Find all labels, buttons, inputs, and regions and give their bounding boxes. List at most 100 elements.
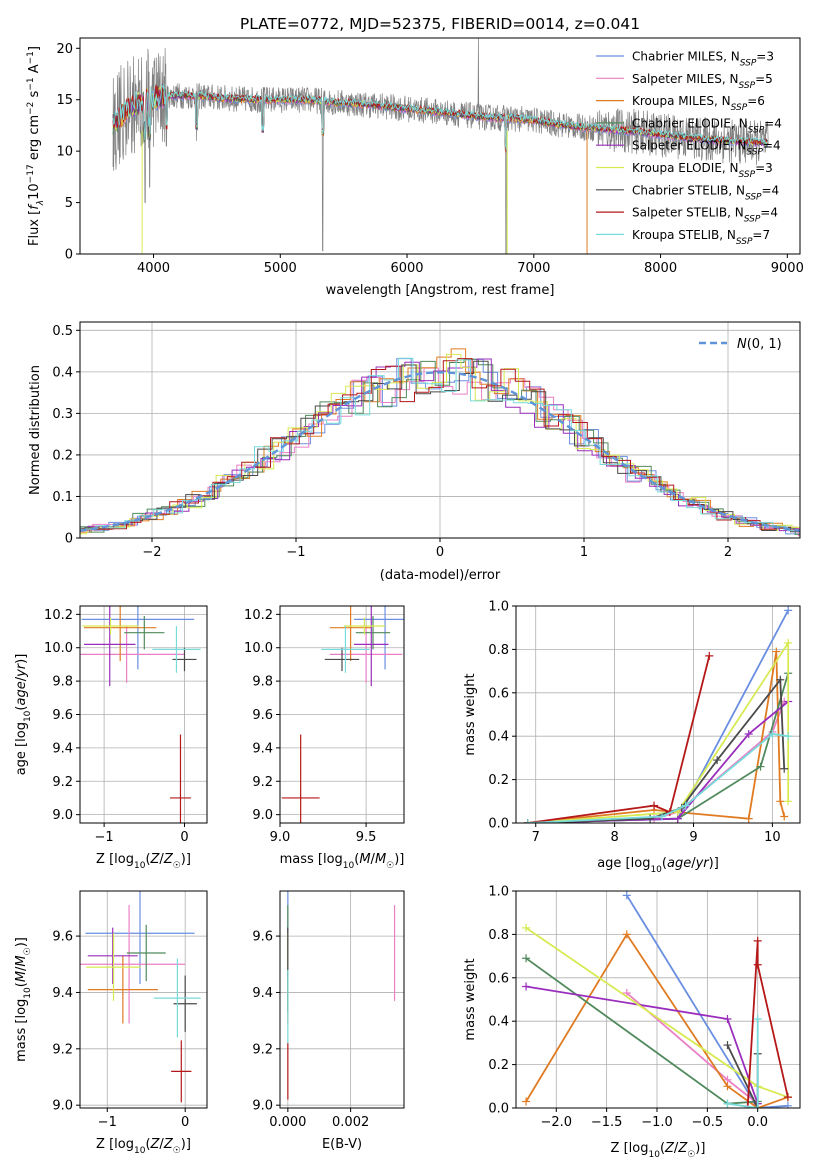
weight-marker-chabrier_elodie xyxy=(522,954,531,963)
spectrum-panel: 4000 5000 6000 7000 8000 9000 0 5 10 15 20 waveleng… xyxy=(26,37,804,298)
plot-area xyxy=(80,348,800,537)
y-tick-label: 9.0 xyxy=(52,808,73,823)
y-tick-label: 9.0 xyxy=(52,1099,73,1114)
weight-marker-chabrier_elodie xyxy=(756,762,765,771)
x-tick-label: 0 xyxy=(180,830,188,845)
y-tick-label: 9.6 xyxy=(252,930,273,945)
residual-histogram-panel: −2 −1 0 1 2 0 0.1 0.2 0.3 0.4 0.5 (data-model)/erro… xyxy=(28,321,801,583)
x-tick-label: 4000 xyxy=(137,261,170,276)
x-axis-label: wavelength [Angstrom, rest frame] xyxy=(326,283,555,298)
x-tick-label: −1 xyxy=(286,545,305,560)
weight-marker-chabrier_stelib xyxy=(713,756,722,765)
weight-line-salpeter_stelib xyxy=(527,655,711,823)
y-tick-label: 10.2 xyxy=(44,608,73,623)
y-tick-label: 1.0 xyxy=(488,885,509,900)
y-tick-label: 0.8 xyxy=(488,928,509,943)
x-tick-label: −0.5 xyxy=(692,1115,724,1130)
y-tick-label: 9.2 xyxy=(52,1042,73,1057)
y-tick-label: 0.6 xyxy=(488,971,509,986)
plot-area xyxy=(522,891,792,1108)
x-axis-label: Z [log10(Z/Z☉)] xyxy=(96,852,191,871)
weight-marker-salpeter_stelib xyxy=(753,936,762,945)
x-tick-label: 8 xyxy=(610,830,618,845)
y-tick-label: 9.2 xyxy=(252,775,273,790)
x-tick-label: −2 xyxy=(142,545,161,560)
y-tick-label: 9.4 xyxy=(252,986,273,1001)
x-axis-label: Z [log10(Z/Z☉)] xyxy=(611,1141,706,1160)
y-tick-label: 0.2 xyxy=(488,1058,509,1073)
x-tick-label: −1.0 xyxy=(641,1115,673,1130)
weight-marker-kroupa_miles xyxy=(522,1097,531,1106)
weight-marker-kroupa_miles xyxy=(780,812,789,821)
weight-marker-chabrier_stelib xyxy=(780,764,789,773)
x-axis-label: age [log10(age/yr)] xyxy=(597,856,719,875)
y-tick-label: 0.1 xyxy=(52,490,73,505)
x-tick-label: −1 xyxy=(95,830,114,845)
x-axis-label: E(B-V) xyxy=(322,1137,362,1152)
x-tick-label: 9.5 xyxy=(356,830,377,845)
y-tick-label: 0 xyxy=(65,248,73,263)
x-tick-label: 2 xyxy=(724,545,732,560)
x-tick-label: 0.002 xyxy=(332,1115,369,1130)
weight-marker-kroupa_miles xyxy=(622,930,631,939)
plot-area xyxy=(80,891,201,1103)
weight-marker-salpeter_stelib xyxy=(783,1093,792,1102)
legend-label: Kroupa STELIB, NSSP=7 xyxy=(632,228,770,247)
plot-area xyxy=(287,891,396,1100)
weight-line-chabrier_stelib xyxy=(527,677,786,823)
normal-curve xyxy=(80,371,800,532)
weight-line-chabrier_elodie xyxy=(527,673,790,823)
x-tick-label: −1 xyxy=(98,1115,117,1130)
weight-marker-chabrier_stelib xyxy=(723,1041,732,1050)
axes-frame xyxy=(79,890,208,1109)
weight-line-chabrier_elodie xyxy=(525,957,758,1105)
weight-marker-salpeter_stelib xyxy=(753,960,762,969)
y-tick-label: 9.6 xyxy=(252,708,273,723)
y-tick-label: 20 xyxy=(56,42,73,57)
y-tick-label: 9.4 xyxy=(252,741,273,756)
legend-label: Salpeter MILES, NSSP=5 xyxy=(632,72,773,91)
y-tick-label: 0.4 xyxy=(488,1015,509,1030)
weight-marker-salpeter_stelib xyxy=(743,1104,752,1108)
x-tick-label: 10 xyxy=(764,830,781,845)
y-tick-label: 10.2 xyxy=(244,608,273,623)
weight-marker-chabrier_stelib xyxy=(646,814,655,823)
weight-marker-kroupa_stelib xyxy=(523,819,532,823)
x-tick-label: 0 xyxy=(181,1115,189,1130)
x-tick-label: −2.0 xyxy=(540,1115,572,1130)
weight-line-salpeter_miles xyxy=(527,701,786,823)
legend-label: Chabrier ELODIE, NSSP=4 xyxy=(632,116,782,135)
y-tick-label: 9.8 xyxy=(52,675,73,690)
x-tick-label: 9.0 xyxy=(270,830,291,845)
y-tick-label: 0.4 xyxy=(52,365,73,380)
weight-marker-kroupa_miles xyxy=(723,1082,732,1091)
y-axis-label: Normed distribution xyxy=(28,365,43,495)
weight-marker-salpeter_elodie xyxy=(522,982,531,991)
weight-marker-salpeter_elodie xyxy=(744,730,753,739)
weight-marker-chabrier_miles xyxy=(783,1101,792,1108)
x-axis-label: (data-model)/error xyxy=(380,568,501,583)
legend-label: Chabrier MILES, NSSP=3 xyxy=(632,50,774,69)
weight-marker-kroupa_stelib xyxy=(657,812,666,821)
y-axis-label: Flux [fλ10−17 erg cm−2 s−1 A−1] xyxy=(26,46,46,246)
weight-marker-kroupa_elodie xyxy=(522,923,531,932)
y-tick-label: 9.6 xyxy=(52,930,73,945)
y-tick-label: 9.2 xyxy=(252,1042,273,1057)
weight-marker-kroupa_stelib xyxy=(784,732,793,741)
weight-line-chabrier_miles xyxy=(626,894,788,1108)
weight-line-chabrier_stelib xyxy=(726,1044,759,1108)
x-tick-label: 0 xyxy=(436,545,444,560)
observed-spectrum xyxy=(112,38,769,254)
weight-marker-kroupa_elodie xyxy=(784,638,793,647)
weight-line-salpeter_stelib xyxy=(746,940,789,1108)
legend-label: Salpeter STELIB, NSSP=4 xyxy=(632,206,778,225)
x-tick-label: 1 xyxy=(580,545,588,560)
axes-frame xyxy=(515,605,801,824)
legend-label: Chabrier STELIB, NSSP=4 xyxy=(632,183,779,202)
weight-marker-kroupa_stelib xyxy=(768,730,777,739)
weight-marker-chabrier_miles xyxy=(622,891,631,900)
weight-line-chabrier_miles xyxy=(527,609,789,823)
x-axis-label: Z [log10(Z/Z☉)] xyxy=(96,1137,191,1156)
y-tick-label: 9.0 xyxy=(252,808,273,823)
y-tick-label: 9.4 xyxy=(52,986,73,1001)
